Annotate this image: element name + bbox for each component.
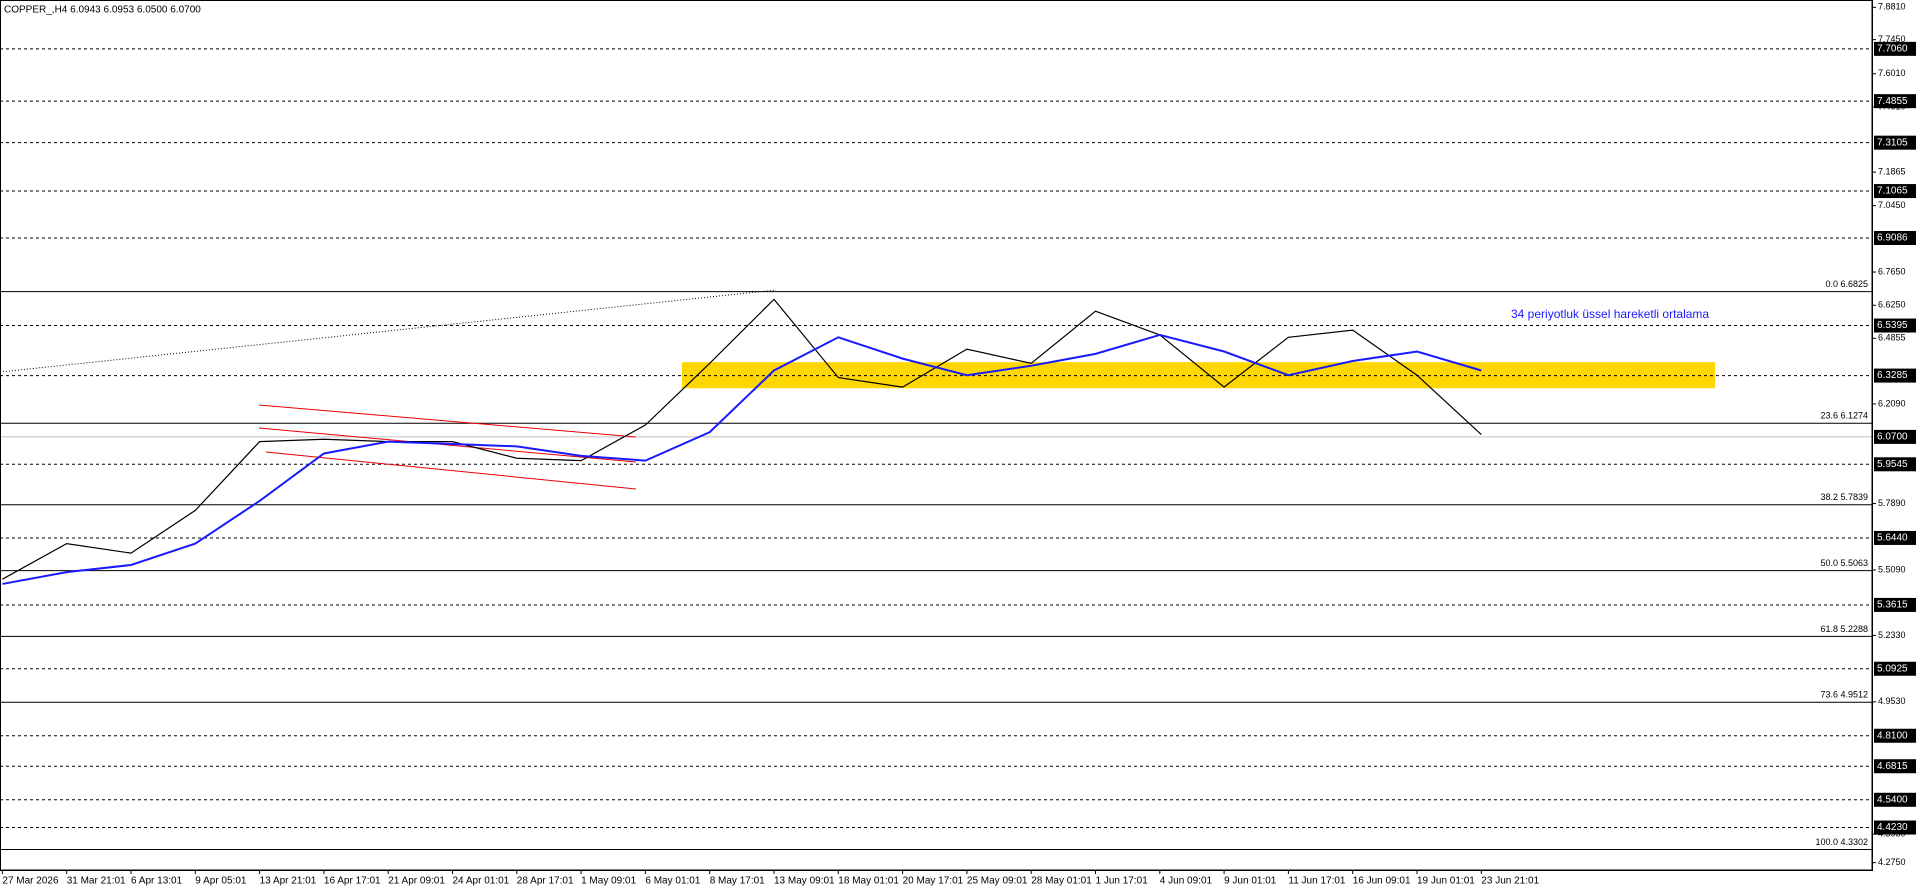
x-tick-label: 18 May 01:01 [838, 876, 899, 887]
price-line [2, 298, 1482, 580]
level-label: 4.6815 [1877, 761, 1908, 772]
level-label: 4.5400 [1877, 794, 1908, 805]
level-label: 7.7060 [1877, 44, 1908, 55]
level-label: 5.0925 [1877, 663, 1908, 674]
x-tick-label: 19 Jun 01:01 [1417, 876, 1475, 887]
fib-label: 0.0 6.6825 [1825, 279, 1868, 289]
level-label-box [1874, 728, 1916, 743]
y-tick-label: 7.1865 [1878, 166, 1906, 176]
x-tick-label: 13 May 09:01 [774, 876, 835, 887]
level-label: 4.8100 [1877, 730, 1908, 741]
level-label: 7.4855 [1877, 96, 1908, 107]
x-tick-label: 1 Jun 17:01 [1096, 876, 1149, 887]
fib-label: 100.0 4.3302 [1815, 837, 1868, 847]
x-tick-label: 28 Apr 17:01 [517, 876, 574, 887]
y-tick-label: 7.6010 [1878, 68, 1906, 78]
x-tick-label: 11 Jun 17:01 [1288, 876, 1346, 887]
fib-label: 50.0 5.5063 [1820, 558, 1868, 568]
x-tick-label: 27 Mar 2026 [2, 876, 59, 887]
x-tick-label: 16 Apr 17:01 [324, 876, 381, 887]
y-tick-label: 7.8810 [1878, 2, 1906, 12]
price-line [2, 333, 1482, 585]
level-label-box [1874, 41, 1916, 56]
chart-title: COPPER_,H4 6.0943 6.0953 6.0500 6.0700 [4, 5, 201, 16]
y-tick-label: 4.9530 [1878, 696, 1906, 706]
x-tick-label: 6 Apr 13:01 [131, 876, 183, 887]
y-tick-label: 5.7890 [1878, 498, 1906, 508]
x-tick-label: 9 Apr 05:01 [195, 876, 247, 887]
level-label-box [1874, 530, 1916, 545]
x-tick-label: 20 May 17:01 [903, 876, 964, 887]
level-label: 5.9545 [1877, 459, 1908, 470]
trend-line [0, 289, 777, 373]
y-tick-label: 7.0450 [1878, 200, 1906, 210]
x-tick-label: 21 Apr 09:01 [388, 876, 445, 887]
x-tick-label: 25 May 09:01 [967, 876, 1028, 887]
level-label: 4.4230 [1877, 822, 1908, 833]
y-tick-label: 5.2330 [1878, 630, 1906, 640]
level-label-box [1874, 820, 1916, 835]
level-label: 5.3615 [1877, 600, 1908, 611]
level-label-box [1874, 597, 1916, 612]
level-label: 6.9086 [1877, 233, 1908, 244]
channel-middle [258, 427, 637, 463]
level-label: 5.6440 [1877, 533, 1908, 544]
x-tick-label: 9 Jun 01:01 [1224, 876, 1277, 887]
level-label-box [1874, 94, 1916, 109]
x-tick-label: 16 Jun 09:01 [1353, 876, 1411, 887]
x-tick-label: 24 Apr 01:01 [453, 876, 510, 887]
current-price-label: 6.0700 [1877, 432, 1908, 443]
level-label: 6.3285 [1877, 370, 1908, 381]
level-label-box [1874, 457, 1916, 472]
level-label-box [1874, 792, 1916, 807]
level-label: 6.5395 [1877, 320, 1908, 331]
y-tick-label: 6.6250 [1878, 300, 1906, 310]
level-label: 7.3105 [1877, 137, 1908, 148]
x-tick-label: 1 May 09:01 [581, 876, 636, 887]
current-price-box [1874, 429, 1916, 444]
level-label-box [1874, 759, 1916, 774]
fib-label: 61.8 5.2288 [1820, 624, 1868, 634]
level-label-box [1874, 318, 1916, 333]
y-tick-label: 5.5090 [1878, 564, 1906, 574]
y-tick-label: 7.7450 [1878, 34, 1906, 44]
channel-lower [265, 451, 637, 490]
channel-upper [258, 404, 637, 438]
level-label-box [1874, 184, 1916, 199]
level-label-box [1874, 135, 1916, 150]
x-tick-label: 28 May 01:01 [1031, 876, 1092, 887]
level-label-box [1874, 368, 1916, 383]
x-tick-label: 13 Apr 21:01 [260, 876, 317, 887]
y-tick-label: 6.7650 [1878, 266, 1906, 276]
annotation: 34 periyotluk üssel hareketli ortalama [1511, 307, 1709, 321]
x-tick-label: 4 Jun 09:01 [1160, 876, 1213, 887]
level-label: 7.1065 [1877, 186, 1908, 197]
y-tick-label: 4.2750 [1878, 857, 1906, 867]
x-tick-label: 23 Jun 21:01 [1481, 876, 1539, 887]
y-tick-label: 6.4855 [1878, 333, 1906, 343]
level-label-box [1874, 661, 1916, 676]
fib-label: 23.6 6.1274 [1820, 411, 1868, 421]
x-tick-label: 31 Mar 21:01 [67, 876, 126, 887]
frame [0, 0, 1873, 871]
y-tick-label: 6.2090 [1878, 398, 1906, 408]
x-tick-label: 6 May 01:01 [645, 876, 700, 887]
fib-label: 38.2 5.7839 [1820, 492, 1868, 502]
fib-label: 73.6 4.9512 [1820, 690, 1868, 700]
x-tick-label: 8 May 17:01 [710, 876, 765, 887]
level-label-box [1874, 230, 1916, 245]
